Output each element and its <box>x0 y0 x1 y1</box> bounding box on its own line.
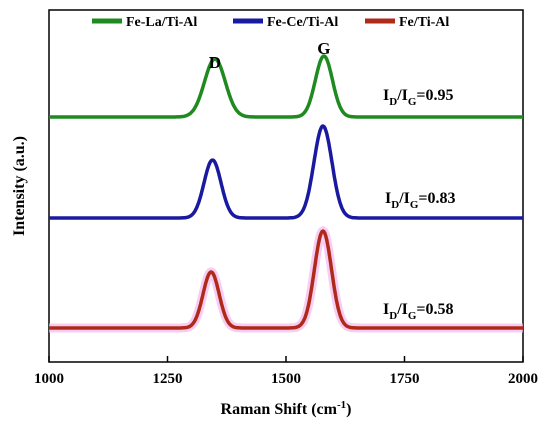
x-axis-title: Raman Shift (cm-1) <box>221 399 352 418</box>
legend-label: Fe-La/Ti-Al <box>126 15 197 30</box>
legend-label: Fe-Ce/Ti-Al <box>267 15 338 30</box>
ratio-label: ID/IG=0.95 <box>383 87 454 108</box>
x-tick-label: 1500 <box>271 371 301 387</box>
series-line-1 <box>48 124 524 220</box>
x-tick-label: 1000 <box>34 371 64 387</box>
ratio-label: ID/IG=0.58 <box>383 301 454 322</box>
ratio-label: ID/IG=0.83 <box>385 190 456 211</box>
x-tick-label: 2000 <box>508 371 538 387</box>
x-axis-ticks: 1000 1250 1500 1750 2000 <box>34 356 538 387</box>
series-lines <box>48 54 524 330</box>
series-line-0 <box>48 54 524 119</box>
x-tick-label: 1250 <box>153 371 183 387</box>
legend-label: Fe/Ti-Al <box>399 15 449 30</box>
legend: Fe-La/Ti-Al Fe-Ce/Ti-Al Fe/Ti-Al <box>92 15 449 30</box>
peak-label: G <box>317 39 330 58</box>
ratio-labels: ID/IG=0.95 ID/IG=0.83 ID/IG=0.58 <box>383 87 456 322</box>
x-tick-label: 1750 <box>390 371 420 387</box>
series-line-2 <box>48 229 524 330</box>
y-axis-title: Intensity (a.u.) <box>11 136 28 236</box>
peak-label: D <box>209 53 221 72</box>
peak-labels: DG <box>209 39 331 72</box>
